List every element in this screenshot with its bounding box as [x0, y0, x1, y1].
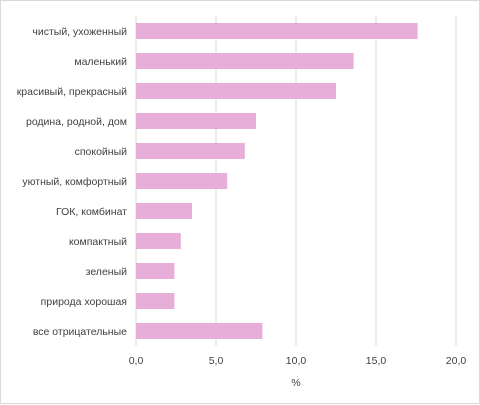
- bar: [136, 143, 245, 159]
- x-axis-title: %: [291, 377, 300, 389]
- bar: [136, 113, 256, 129]
- bar: [136, 293, 175, 309]
- category-label: красивый, прекрасный: [17, 86, 127, 98]
- category-label: природа хорошая: [41, 296, 127, 308]
- category-label: зеленый: [86, 266, 127, 278]
- x-tick-label: 5,0: [209, 355, 224, 367]
- category-label: спокойный: [75, 146, 128, 158]
- category-label: маленький: [74, 56, 127, 68]
- category-label: компактный: [69, 236, 127, 248]
- bar: [136, 323, 263, 339]
- bar: [136, 263, 175, 279]
- x-tick-label: 15,0: [366, 355, 387, 367]
- category-label: уютный, комфортный: [22, 176, 127, 188]
- bar: [136, 53, 354, 69]
- category-label: все отрицательные: [33, 326, 127, 338]
- bar: [136, 173, 228, 189]
- category-label: родина, родной, дом: [26, 116, 127, 128]
- x-tick-label: 10,0: [286, 355, 307, 367]
- category-label: чистый, ухоженный: [32, 26, 127, 38]
- category-label: ГОК, комбинат: [56, 206, 127, 218]
- bar: [136, 23, 418, 39]
- bar: [136, 83, 336, 99]
- x-tick-label: 20,0: [446, 355, 467, 367]
- bar: [136, 233, 181, 249]
- bar: [136, 203, 192, 219]
- x-tick-label: 0,0: [129, 355, 144, 367]
